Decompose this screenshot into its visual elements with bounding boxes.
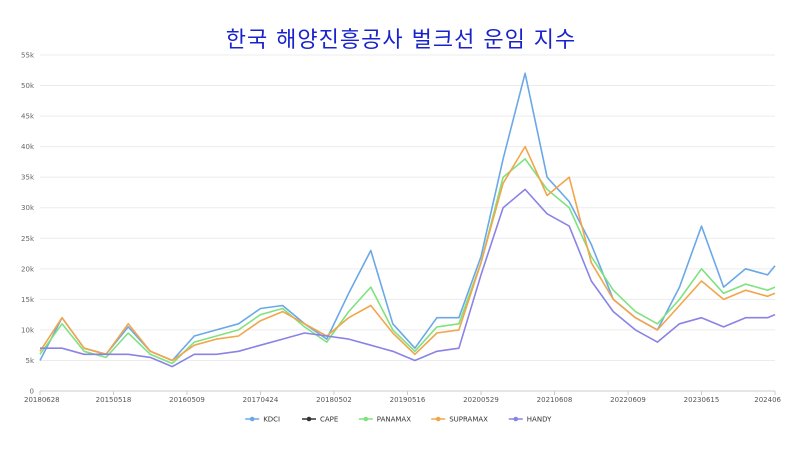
x-tick-label: 20220609 [610, 396, 646, 404]
legend: KDCI CAPE PANAMAX SUPRAMAX HANDY [245, 416, 552, 424]
legend-marker [513, 416, 519, 422]
legend-marker [306, 416, 312, 422]
legend-marker [363, 416, 369, 422]
legend-item-cape[interactable]: CAPE [302, 416, 338, 424]
series-lines [39, 72, 776, 368]
x-tick-label: 20180628 [24, 396, 60, 404]
series-line-handy [40, 188, 776, 368]
y-tick-label: 0 [30, 388, 34, 396]
y-tick-label: 15k [21, 296, 35, 304]
y-tick-label: 20k [21, 265, 35, 273]
legend-item-handy[interactable]: HANDY [508, 416, 552, 424]
y-tick-label: 35k [21, 174, 35, 182]
x-tick-label: 20160509 [169, 396, 205, 404]
x-tick-label: 202406 [754, 396, 781, 404]
legend-label: CAPE [320, 416, 338, 424]
chart-title: 한국 해양진흥공사 벌크선 운임 지수 [225, 28, 577, 53]
legend-label: SUPRAMAX [449, 416, 488, 424]
y-tick-label: 45k [21, 113, 35, 121]
legend-label: HANDY [527, 416, 552, 424]
series-line-supramax [39, 145, 776, 362]
y-tick-label: 30k [21, 204, 35, 212]
legend-marker [435, 416, 441, 422]
y-tick-label: 50k [21, 82, 35, 90]
x-tick-label: 20200529 [463, 396, 499, 404]
legend-item-panamax[interactable]: PANAMAX [358, 416, 411, 424]
x-tick-label: 20230615 [684, 396, 720, 404]
y-tick-label: 55k [21, 52, 35, 60]
legend-label: KDCI [263, 416, 280, 424]
x-tick-label: 20150518 [96, 396, 132, 404]
y-tick-label: 25k [21, 235, 35, 243]
legend-label: PANAMAX [377, 416, 411, 424]
legend-item-kdci[interactable]: KDCI [245, 416, 280, 424]
x-axis-ticks: 20180628 20150518 20160509 20170424 20180502… [24, 391, 782, 404]
y-tick-label: 40k [21, 143, 35, 151]
series-line-panamax [39, 158, 776, 365]
y-tick-label: 10k [21, 326, 35, 334]
x-tick-label: 20180502 [316, 396, 352, 404]
x-tick-label: 20210608 [537, 396, 573, 404]
y-axis-ticks: 0 5k 10k 15k 20k 25k 30k 35k 40k 45k 50k 55k [21, 52, 35, 396]
legend-marker [249, 416, 255, 422]
legend-item-supramax[interactable]: SUPRAMAX [431, 416, 488, 424]
y-tick-label: 5k [25, 357, 34, 365]
x-tick-label: 20190516 [390, 396, 426, 404]
x-tick-label: 20170424 [243, 396, 279, 404]
grid-lines [40, 54, 775, 392]
